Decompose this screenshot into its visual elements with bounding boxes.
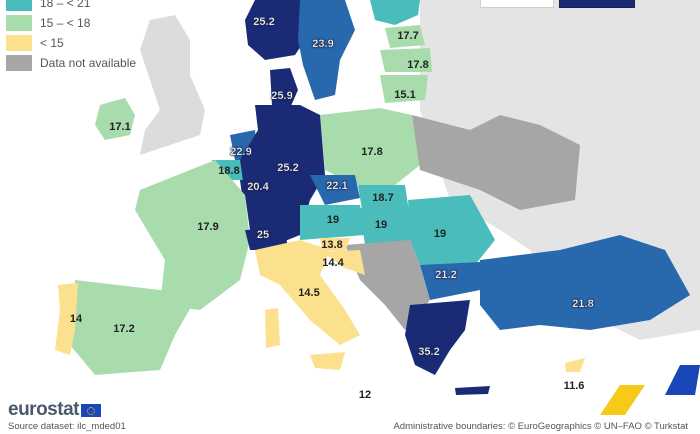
value-label-switzerland: 25 xyxy=(256,229,270,241)
value-label-cyprus: 11.6 xyxy=(563,380,585,392)
value-label-ireland: 17.1 xyxy=(109,121,131,133)
region-hungary xyxy=(360,205,415,245)
region-czechia xyxy=(310,175,360,205)
eu-flag-icon xyxy=(80,403,101,417)
region-slovakia xyxy=(358,185,408,210)
boundaries-credits: Administrative boundaries: © EuroGeograp… xyxy=(393,421,688,432)
region-spain xyxy=(70,280,195,375)
region-turkey xyxy=(480,235,690,330)
region-sicily xyxy=(310,352,345,370)
value-label-latvia: 17.8 xyxy=(407,59,429,71)
region-switzerland xyxy=(245,228,288,250)
region-cyprus xyxy=(565,358,585,372)
region-norway xyxy=(245,0,305,60)
region-bulgaria xyxy=(420,262,480,300)
region-croatia xyxy=(322,250,365,275)
eurostat-graphic-yellow xyxy=(600,385,645,415)
legend-item: < 15 xyxy=(6,34,136,52)
legend-label: 18 – < 21 xyxy=(40,0,91,10)
region-austria xyxy=(300,205,365,240)
value-label-belgium: 18.8 xyxy=(218,165,240,177)
value-label-romania: 19 xyxy=(433,228,447,240)
value-label-czechia: 22.1 xyxy=(326,180,348,192)
value-label-germany: 25.2 xyxy=(277,162,299,174)
value-label-italy: 14.5 xyxy=(298,287,320,299)
legend-item: 18 – < 21 xyxy=(6,0,136,12)
legend-label: 15 – < 18 xyxy=(40,16,91,30)
value-label-luxembourg: 20.4 xyxy=(247,181,269,193)
legend-swatch xyxy=(6,0,32,11)
region-sardinia xyxy=(265,308,280,348)
value-label-netherlands: 22.9 xyxy=(230,146,252,158)
toggle-button-light[interactable] xyxy=(480,0,554,8)
value-label-croatia: 14.4 xyxy=(322,257,344,269)
region-romania xyxy=(408,195,495,265)
value-label-norway: 25.2 xyxy=(253,16,275,28)
value-label-denmark: 25.9 xyxy=(271,90,293,102)
value-label-sweden: 23.9 xyxy=(312,38,334,50)
legend-item: Data not available xyxy=(6,54,136,72)
legend-swatch xyxy=(6,15,32,31)
legend-swatch xyxy=(6,55,32,71)
source-dataset: Source dataset: ilc_mded01 xyxy=(8,421,126,432)
value-label-estonia: 17.7 xyxy=(397,30,419,42)
legend-item: 15 – < 18 xyxy=(6,14,136,32)
region-sweden xyxy=(298,0,355,100)
region-poland xyxy=(320,108,420,185)
region-crete xyxy=(455,386,490,395)
value-label-hungary: 19 xyxy=(374,219,388,231)
region-ireland xyxy=(95,98,135,140)
eurostat-logo: eurostat xyxy=(8,399,101,421)
region-italy xyxy=(255,240,360,345)
region-greece xyxy=(405,300,470,375)
legend-label: Data not available xyxy=(40,56,137,70)
value-label-slovakia: 18.7 xyxy=(372,192,394,204)
value-label-slovenia: 13.8 xyxy=(321,239,343,251)
eurostat-wordmark: eurostat xyxy=(8,399,79,420)
region-denmark xyxy=(270,68,298,108)
value-label-portugal: 14 xyxy=(69,313,83,325)
value-label-malta: 12 xyxy=(358,389,372,401)
legend-label: < 15 xyxy=(40,36,64,50)
region-finland xyxy=(370,0,420,25)
region-latvia xyxy=(380,48,432,72)
region-no-data-east xyxy=(412,115,580,210)
legend-swatch xyxy=(6,35,32,51)
eurostat-graphic-blue xyxy=(665,365,700,395)
region-portugal xyxy=(55,283,78,355)
region-no-data-balkans xyxy=(345,240,430,330)
value-label-poland: 17.8 xyxy=(361,146,383,158)
value-label-france: 17.9 xyxy=(197,221,219,233)
region-lithuania xyxy=(380,75,428,103)
map-legend: 18 – < 21 15 – < 18 < 15 Data not availa… xyxy=(6,0,136,74)
region-uk xyxy=(140,15,205,155)
region-estonia xyxy=(385,25,425,48)
value-label-bulgaria: 21.2 xyxy=(435,269,457,281)
value-label-lithuania: 15.1 xyxy=(394,89,416,101)
value-label-austria: 19 xyxy=(326,214,340,226)
region-france xyxy=(135,160,250,310)
value-label-spain: 17.2 xyxy=(113,323,135,335)
region-slovenia xyxy=(320,238,350,252)
value-label-greece: 35.2 xyxy=(418,346,440,358)
value-label-turkey: 21.8 xyxy=(572,298,594,310)
toggle-button-dark[interactable] xyxy=(559,0,635,8)
